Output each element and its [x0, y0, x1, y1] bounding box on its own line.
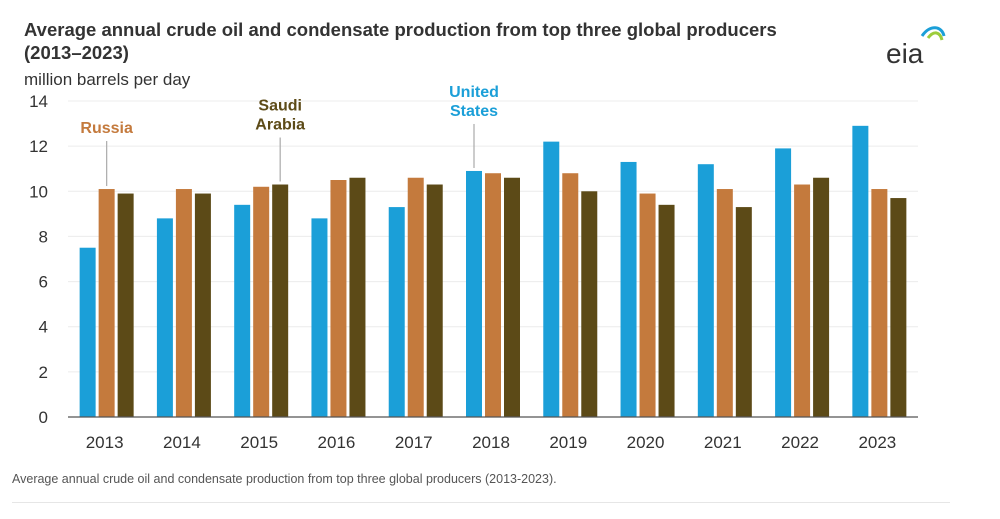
bar-united-states	[852, 125, 869, 417]
bar-united-states	[156, 218, 173, 417]
bar-united-states	[311, 218, 328, 417]
bar-russia	[716, 189, 733, 417]
series-annotation-line: States	[450, 103, 498, 120]
bar-russia	[871, 189, 888, 417]
eia-logo: eia	[880, 22, 950, 72]
bar-saudi-arabia	[735, 207, 752, 417]
bar-saudi-arabia	[658, 204, 675, 417]
x-tick-label: 2015	[240, 433, 278, 452]
bar-united-states	[620, 161, 637, 417]
bar-russia	[562, 173, 579, 417]
bar-russia	[407, 177, 424, 417]
bar-saudi-arabia	[272, 184, 289, 417]
bar-russia	[794, 184, 811, 417]
y-tick-label: 4	[39, 318, 48, 337]
y-tick-label: 10	[29, 182, 48, 201]
chart-title-line-1: Average annual crude oil and condensate …	[24, 19, 777, 40]
x-tick-label: 2016	[318, 433, 356, 452]
bar-saudi-arabia	[349, 177, 366, 417]
y-tick-label: 0	[39, 408, 48, 427]
bar-saudi-arabia	[581, 191, 598, 417]
x-tick-label: 2018	[472, 433, 510, 452]
bar-russia	[98, 189, 115, 417]
x-tick-label: 2020	[627, 433, 665, 452]
y-axis-unit-label: million barrels per day	[24, 70, 191, 89]
bar-russia	[485, 173, 501, 417]
x-tick-label: 2017	[395, 433, 433, 452]
eia-logo-mark-icon	[920, 26, 946, 41]
figure-caption: Average annual crude oil and condensate …	[12, 472, 557, 486]
bar-united-states	[775, 148, 792, 417]
bar-united-states	[697, 164, 714, 417]
bar-united-states	[234, 204, 251, 417]
series-annotation-label: Saudi Arabia	[255, 98, 305, 134]
chart-title-line-2: (2013–2023)	[24, 42, 129, 63]
bar-united-states	[388, 207, 405, 417]
series-annotation-line: Russia	[80, 120, 133, 137]
eia-logo-text: eia	[886, 38, 924, 69]
y-tick-label: 14	[29, 92, 48, 111]
bar-united-states	[543, 141, 560, 417]
bar-russia	[639, 193, 656, 417]
bar-russia	[175, 189, 192, 417]
series-annotation-label: Russia	[80, 120, 133, 137]
x-tick-label: 2023	[858, 433, 896, 452]
series-annotation-line: United	[449, 84, 499, 101]
chart-title: Average annual crude oil and condensate …	[24, 18, 894, 64]
bar-russia	[330, 180, 347, 417]
y-tick-label: 6	[39, 273, 48, 292]
bar-saudi-arabia	[504, 177, 520, 417]
x-tick-label: 2022	[781, 433, 819, 452]
series-annotation-line: Saudi	[258, 98, 302, 115]
bar-saudi-arabia	[890, 198, 907, 417]
series-annotation-line: Arabia	[255, 117, 305, 134]
bar-saudi-arabia	[117, 193, 134, 417]
bar-united-states	[466, 170, 482, 417]
x-tick-label: 2021	[704, 433, 742, 452]
x-tick-label: 2019	[549, 433, 587, 452]
x-tick-label: 2013	[86, 433, 124, 452]
bar-russia	[253, 186, 270, 417]
y-tick-label: 8	[39, 227, 48, 246]
series-annotation-label: United States	[449, 84, 499, 120]
x-tick-label: 2014	[163, 433, 201, 452]
bar-saudi-arabia	[426, 184, 443, 417]
bar-saudi-arabia	[813, 177, 830, 417]
footer-divider	[12, 502, 950, 503]
bar-saudi-arabia	[194, 193, 211, 417]
bar-united-states	[79, 247, 96, 417]
y-tick-label: 12	[29, 137, 48, 156]
y-tick-label: 2	[39, 363, 48, 382]
